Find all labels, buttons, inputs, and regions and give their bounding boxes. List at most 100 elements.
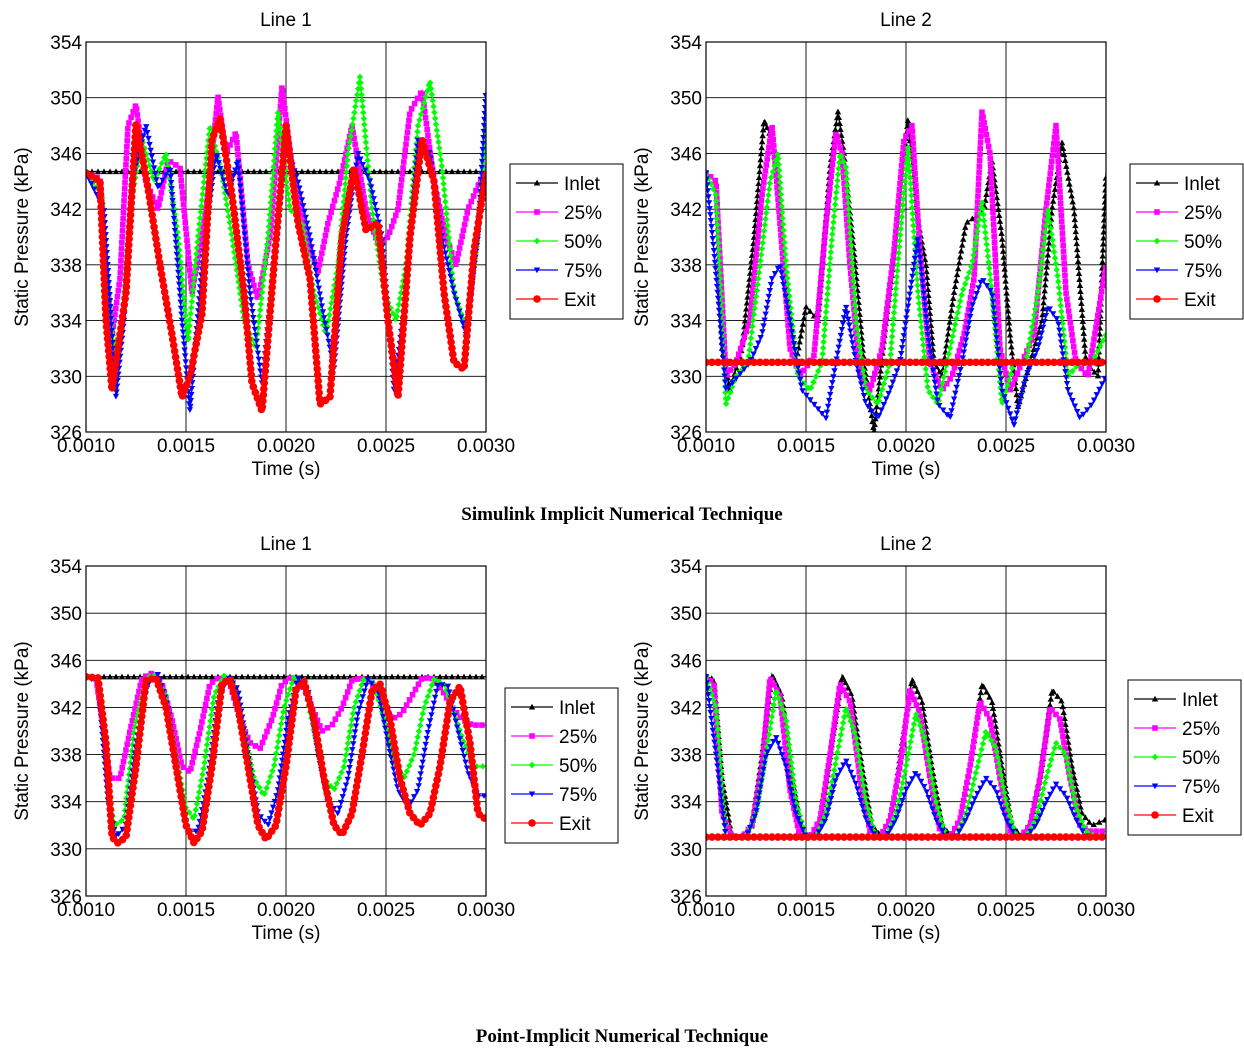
data-point [714,358,722,367]
data-point [952,277,960,284]
data-point [991,239,998,245]
data-point [327,305,334,313]
data-point [200,179,208,186]
data-point [121,197,127,204]
data-point [106,805,115,814]
data-point [900,358,908,367]
data-point [313,736,322,744]
data-point [786,340,793,346]
data-point [1043,263,1051,270]
data-point [715,307,723,314]
data-point [148,211,156,219]
data-point [827,254,834,262]
legend-marker [533,267,541,274]
data-point [774,184,780,191]
data-point [128,181,137,189]
data-point [181,347,188,354]
data-point [381,294,390,302]
data-point [343,201,352,210]
data-point [885,294,892,300]
data-point [750,287,756,294]
data-point [891,240,898,247]
data-point [290,192,299,201]
data-point [760,179,767,186]
data-point [353,717,361,724]
data-point [752,299,759,306]
y-tick-label: 326 [50,423,82,444]
data-point [389,732,397,741]
data-point [218,171,226,178]
data-point [787,323,795,330]
series-group [706,108,1106,432]
data-point [180,195,186,202]
legend-label: 25% [564,203,602,224]
data-point [352,723,360,730]
data-point [1037,264,1045,271]
data-point [1057,339,1065,346]
data-point [255,324,262,332]
data-point [124,137,131,144]
data-point [997,384,1004,391]
data-point [857,372,863,378]
data-point [770,136,776,143]
data-point [829,380,836,386]
data-point [716,313,723,320]
x-axis-label: Time (s) [252,459,321,480]
data-point [906,358,914,367]
data-point [707,212,714,218]
data-point [1059,326,1067,333]
data-point [247,782,256,790]
data-point [1035,282,1043,289]
data-point [459,747,466,754]
data-point [364,173,371,179]
data-point [1057,200,1064,207]
data-point [900,195,907,203]
data-point [1053,128,1060,135]
data-point [117,269,124,276]
data-point [1055,321,1062,328]
x-axis-label: Time (s) [252,923,321,944]
data-point [103,763,112,772]
data-point [446,332,455,341]
data-point [843,169,850,177]
data-point [266,816,274,822]
data-point [209,753,217,761]
y-axis-label: Static Pressure (kPa) [632,147,653,327]
data-point [335,267,344,275]
data-point [402,797,411,806]
data-point [473,187,479,194]
data-point [829,167,835,174]
data-point [225,213,232,220]
data-point [388,223,395,230]
data-point [127,205,135,213]
data-point [1032,300,1040,307]
data-point [1055,284,1063,291]
data-point [752,257,759,264]
data-point [899,150,906,157]
data-point [964,312,971,319]
data-point [779,276,786,282]
data-point [331,327,339,335]
data-point [108,384,117,392]
data-point [406,235,414,244]
data-point [248,377,256,385]
data-point [1005,313,1012,320]
data-point [166,323,175,332]
data-point [198,298,207,307]
x-tick-label: 0.0010 [57,900,115,921]
data-point [966,300,973,307]
data-point [745,352,752,360]
data-point [825,203,831,209]
data-point [785,286,792,294]
data-point [938,385,945,393]
data-point [1101,376,1106,382]
data-point [816,298,822,305]
data-point [192,262,199,270]
data-point [444,711,452,719]
data-point [427,79,434,86]
data-point [921,296,928,303]
data-point [455,730,462,737]
data-point [811,352,817,359]
data-point [449,285,457,292]
data-point [164,715,172,724]
